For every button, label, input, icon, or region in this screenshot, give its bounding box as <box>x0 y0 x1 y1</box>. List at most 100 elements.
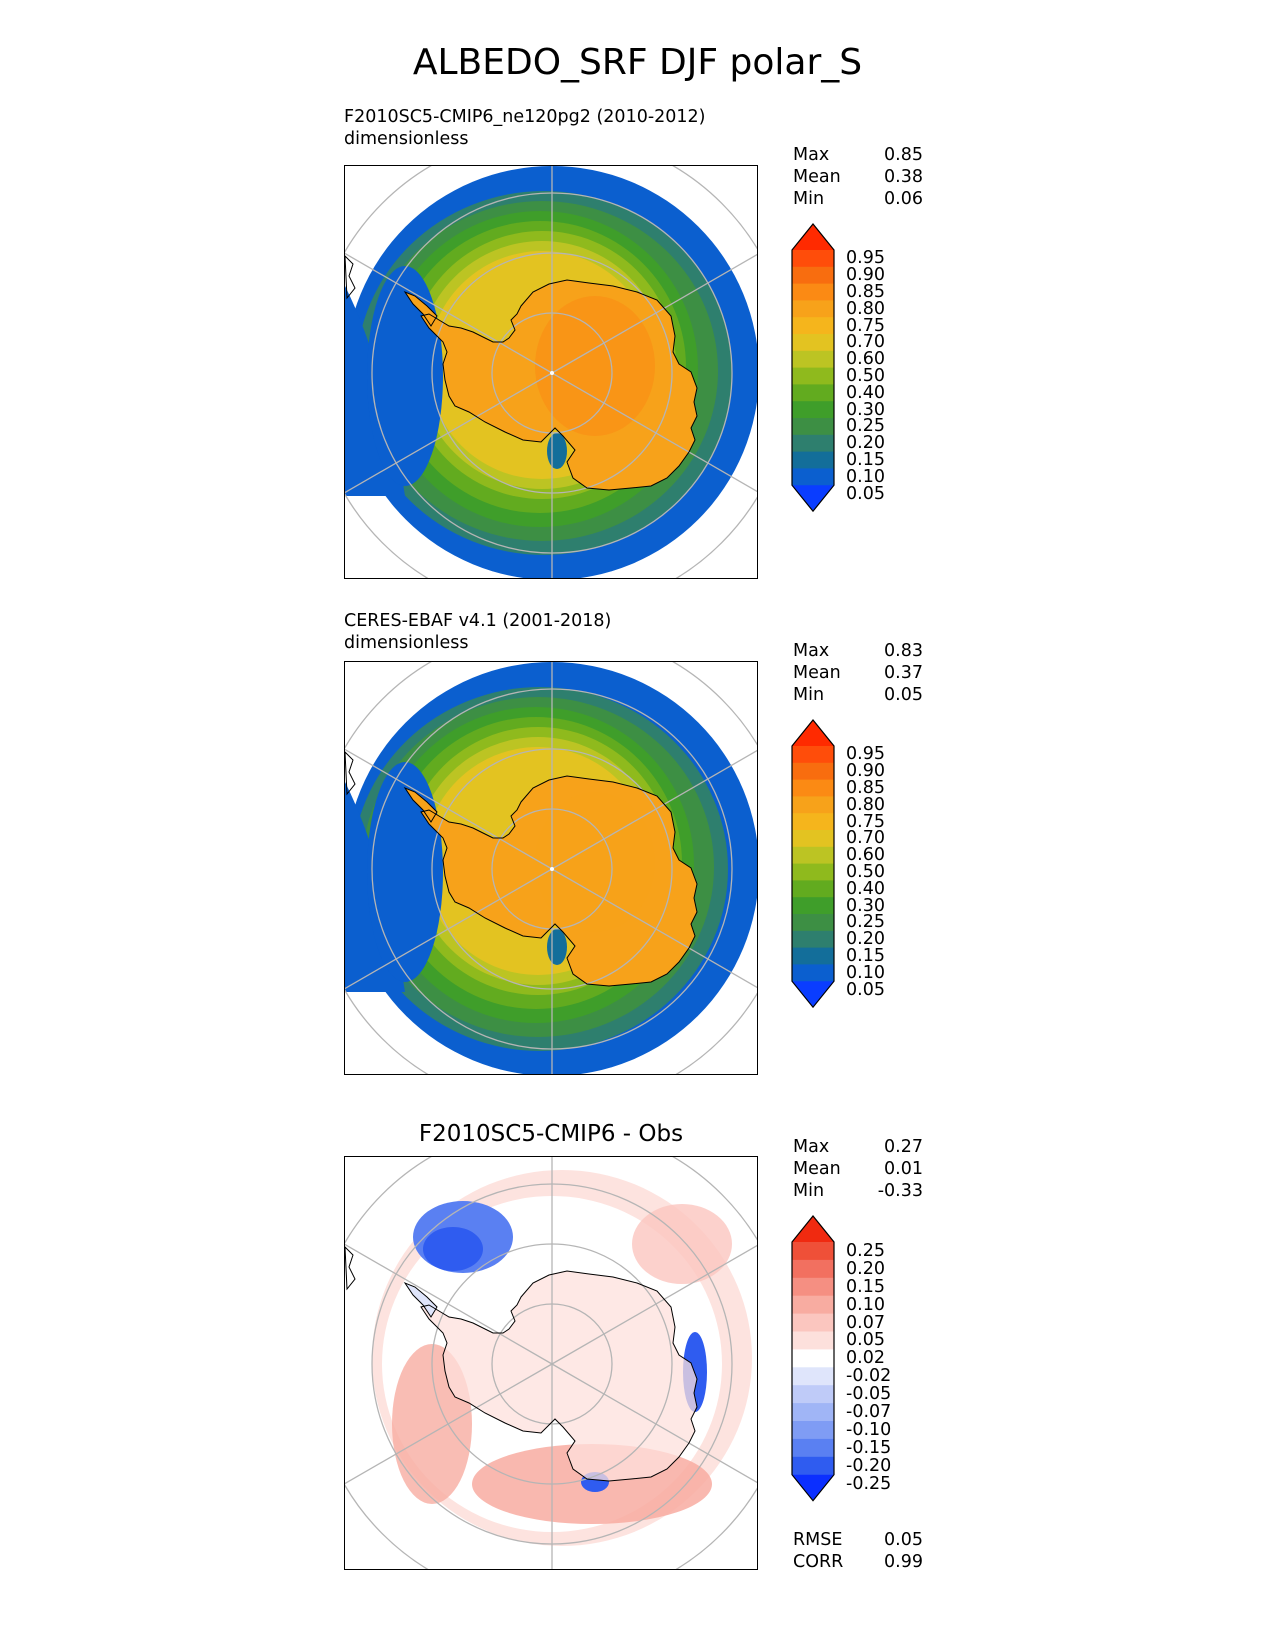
colorbar-tick-label: 0.60 <box>846 845 885 866</box>
panel1-subtitle: F2010SC5-CMIP6_ne120pg2 (2010-2012) dime… <box>344 106 706 150</box>
colorbar-tick-label: 0.15 <box>846 1276 885 1297</box>
stat-mean-value: 0.01 <box>884 1159 923 1179</box>
colorbar-band <box>792 762 834 781</box>
meridian-line <box>551 372 757 493</box>
rmse-value: 0.05 <box>884 1530 923 1550</box>
stat-mean-value: 0.38 <box>884 167 923 187</box>
graticule <box>345 662 757 1074</box>
colorbar-tick-label: 0.40 <box>846 878 885 899</box>
polar-map-svg <box>345 662 757 1074</box>
figure-title: ALBEDO_SRF DJF polar_S <box>412 42 863 83</box>
graticule <box>345 1157 757 1569</box>
colorbar-tick-label: 0.40 <box>846 382 885 403</box>
panel3-metrics: RMSE 0.05 CORR 0.99 <box>793 1529 923 1573</box>
colorbar-band <box>792 1421 834 1440</box>
coastline-peninsula <box>403 290 438 327</box>
colorbar-band <box>792 250 834 268</box>
corr-label: CORR <box>793 1552 844 1572</box>
corr-value: 0.99 <box>884 1552 923 1572</box>
colorbar-band <box>792 1242 834 1261</box>
colorbar-extend-max <box>792 720 834 746</box>
colorbar-tick-label: 0.75 <box>846 811 885 832</box>
colorbar-tick-label: 0.20 <box>846 929 885 950</box>
meridian-line <box>345 372 553 494</box>
diff-negative-core <box>423 1227 483 1271</box>
colorbar-tick-label: 0.10 <box>846 962 885 983</box>
colorbar-band <box>792 300 834 318</box>
stat-max-value: 0.83 <box>884 641 923 661</box>
panel2-stats: Max 0.83 Mean 0.37 Min 0.05 <box>793 640 923 706</box>
colorbar-band <box>792 334 834 352</box>
colorbar-tick-label: 0.85 <box>846 778 885 798</box>
colorbar-band <box>792 779 834 797</box>
colorbar-band <box>792 947 834 965</box>
colorbar-tick-label: 0.70 <box>846 828 885 849</box>
colorbar-band <box>792 1403 834 1422</box>
colorbar-tick-label: -0.25 <box>846 1473 892 1494</box>
coastline-peninsula <box>403 1281 438 1318</box>
colorbar-svg <box>791 719 835 1009</box>
colorbar-band <box>792 468 834 486</box>
colorbar-band <box>792 1277 834 1297</box>
colorbar-tick-label: -0.02 <box>846 1366 892 1387</box>
colorbar-band <box>792 434 834 453</box>
meridian-line <box>551 1244 757 1365</box>
colorbar-tick-label: 0.90 <box>846 761 885 782</box>
colorbar-band <box>792 1313 834 1332</box>
colorbar-tick-label: -0.05 <box>846 1384 892 1405</box>
colorbar-tick-label: -0.15 <box>846 1437 892 1458</box>
colorbar-tick-label: 0.85 <box>846 282 885 302</box>
colorbar-tick-label: 0.20 <box>846 433 885 454</box>
colorbar-band <box>792 384 834 402</box>
colorbar-tick-label: 0.05 <box>846 979 885 1000</box>
colorbar-band <box>792 1367 834 1386</box>
panel3-subtitle: F2010SC5-CMIP6 - Obs <box>418 1121 684 1147</box>
meridian-line <box>345 252 553 374</box>
diff-positive-northeast <box>632 1204 732 1284</box>
colorbar-band <box>792 964 834 982</box>
colorbar-band <box>792 863 834 881</box>
colorbar-outline <box>791 719 835 1009</box>
colorbar-svg <box>791 1215 835 1502</box>
colorbar-tick-label: 0.25 <box>846 1240 885 1261</box>
stat-mean-label: Mean <box>793 1159 841 1179</box>
colorbar-tick-label: 0.95 <box>846 248 885 269</box>
stat-max-value: 0.85 <box>884 145 923 165</box>
colorbar-tick-label: -0.20 <box>846 1455 892 1476</box>
meridian-line <box>551 868 757 989</box>
colorbar-band <box>792 1331 834 1350</box>
stat-min-label: Min <box>793 189 825 209</box>
colorbar-tick-label: 0.25 <box>846 416 885 437</box>
colorbar-outline <box>791 223 835 513</box>
colorbar-tick-label: 0.25 <box>846 912 885 933</box>
colorbar-extend-max <box>792 224 834 250</box>
colorbar-band <box>792 1438 834 1458</box>
colorbar-tick-label: 0.20 <box>846 1258 885 1279</box>
panel1-map <box>344 165 758 579</box>
coastline <box>420 1270 698 1482</box>
meridian-line <box>345 1363 553 1485</box>
colorbar-band <box>792 846 834 865</box>
colorbar-band <box>792 930 834 949</box>
stat-mean-label: Mean <box>793 663 841 683</box>
colorbar-band <box>792 746 834 764</box>
colorbar-tick-label: 0.75 <box>846 315 885 336</box>
colorbar-band <box>792 796 834 814</box>
colorbar-tick-label: 0.05 <box>846 1330 885 1351</box>
colorbar-band <box>792 1456 834 1476</box>
colorbar-tick-label: 0.05 <box>846 483 885 504</box>
colorbar-tick-label: 0.15 <box>846 450 885 470</box>
colorbar-band <box>792 1385 834 1404</box>
colorbar-tick-label: 0.30 <box>846 399 885 420</box>
colorbar-tick-label: 0.50 <box>846 366 885 386</box>
stat-mean-value: 0.37 <box>884 663 923 683</box>
graticule <box>345 166 757 578</box>
colorbar-tick-label: 0.10 <box>846 1294 885 1315</box>
colorbar-band <box>792 897 834 915</box>
panel3-map <box>344 1156 758 1570</box>
colorbar-band <box>792 451 834 469</box>
colorbar-band <box>792 367 834 385</box>
meridian-line <box>551 749 757 870</box>
panel1-subtitle-line2: dimensionless <box>344 129 469 149</box>
colorbar-extend-max <box>792 1216 834 1242</box>
